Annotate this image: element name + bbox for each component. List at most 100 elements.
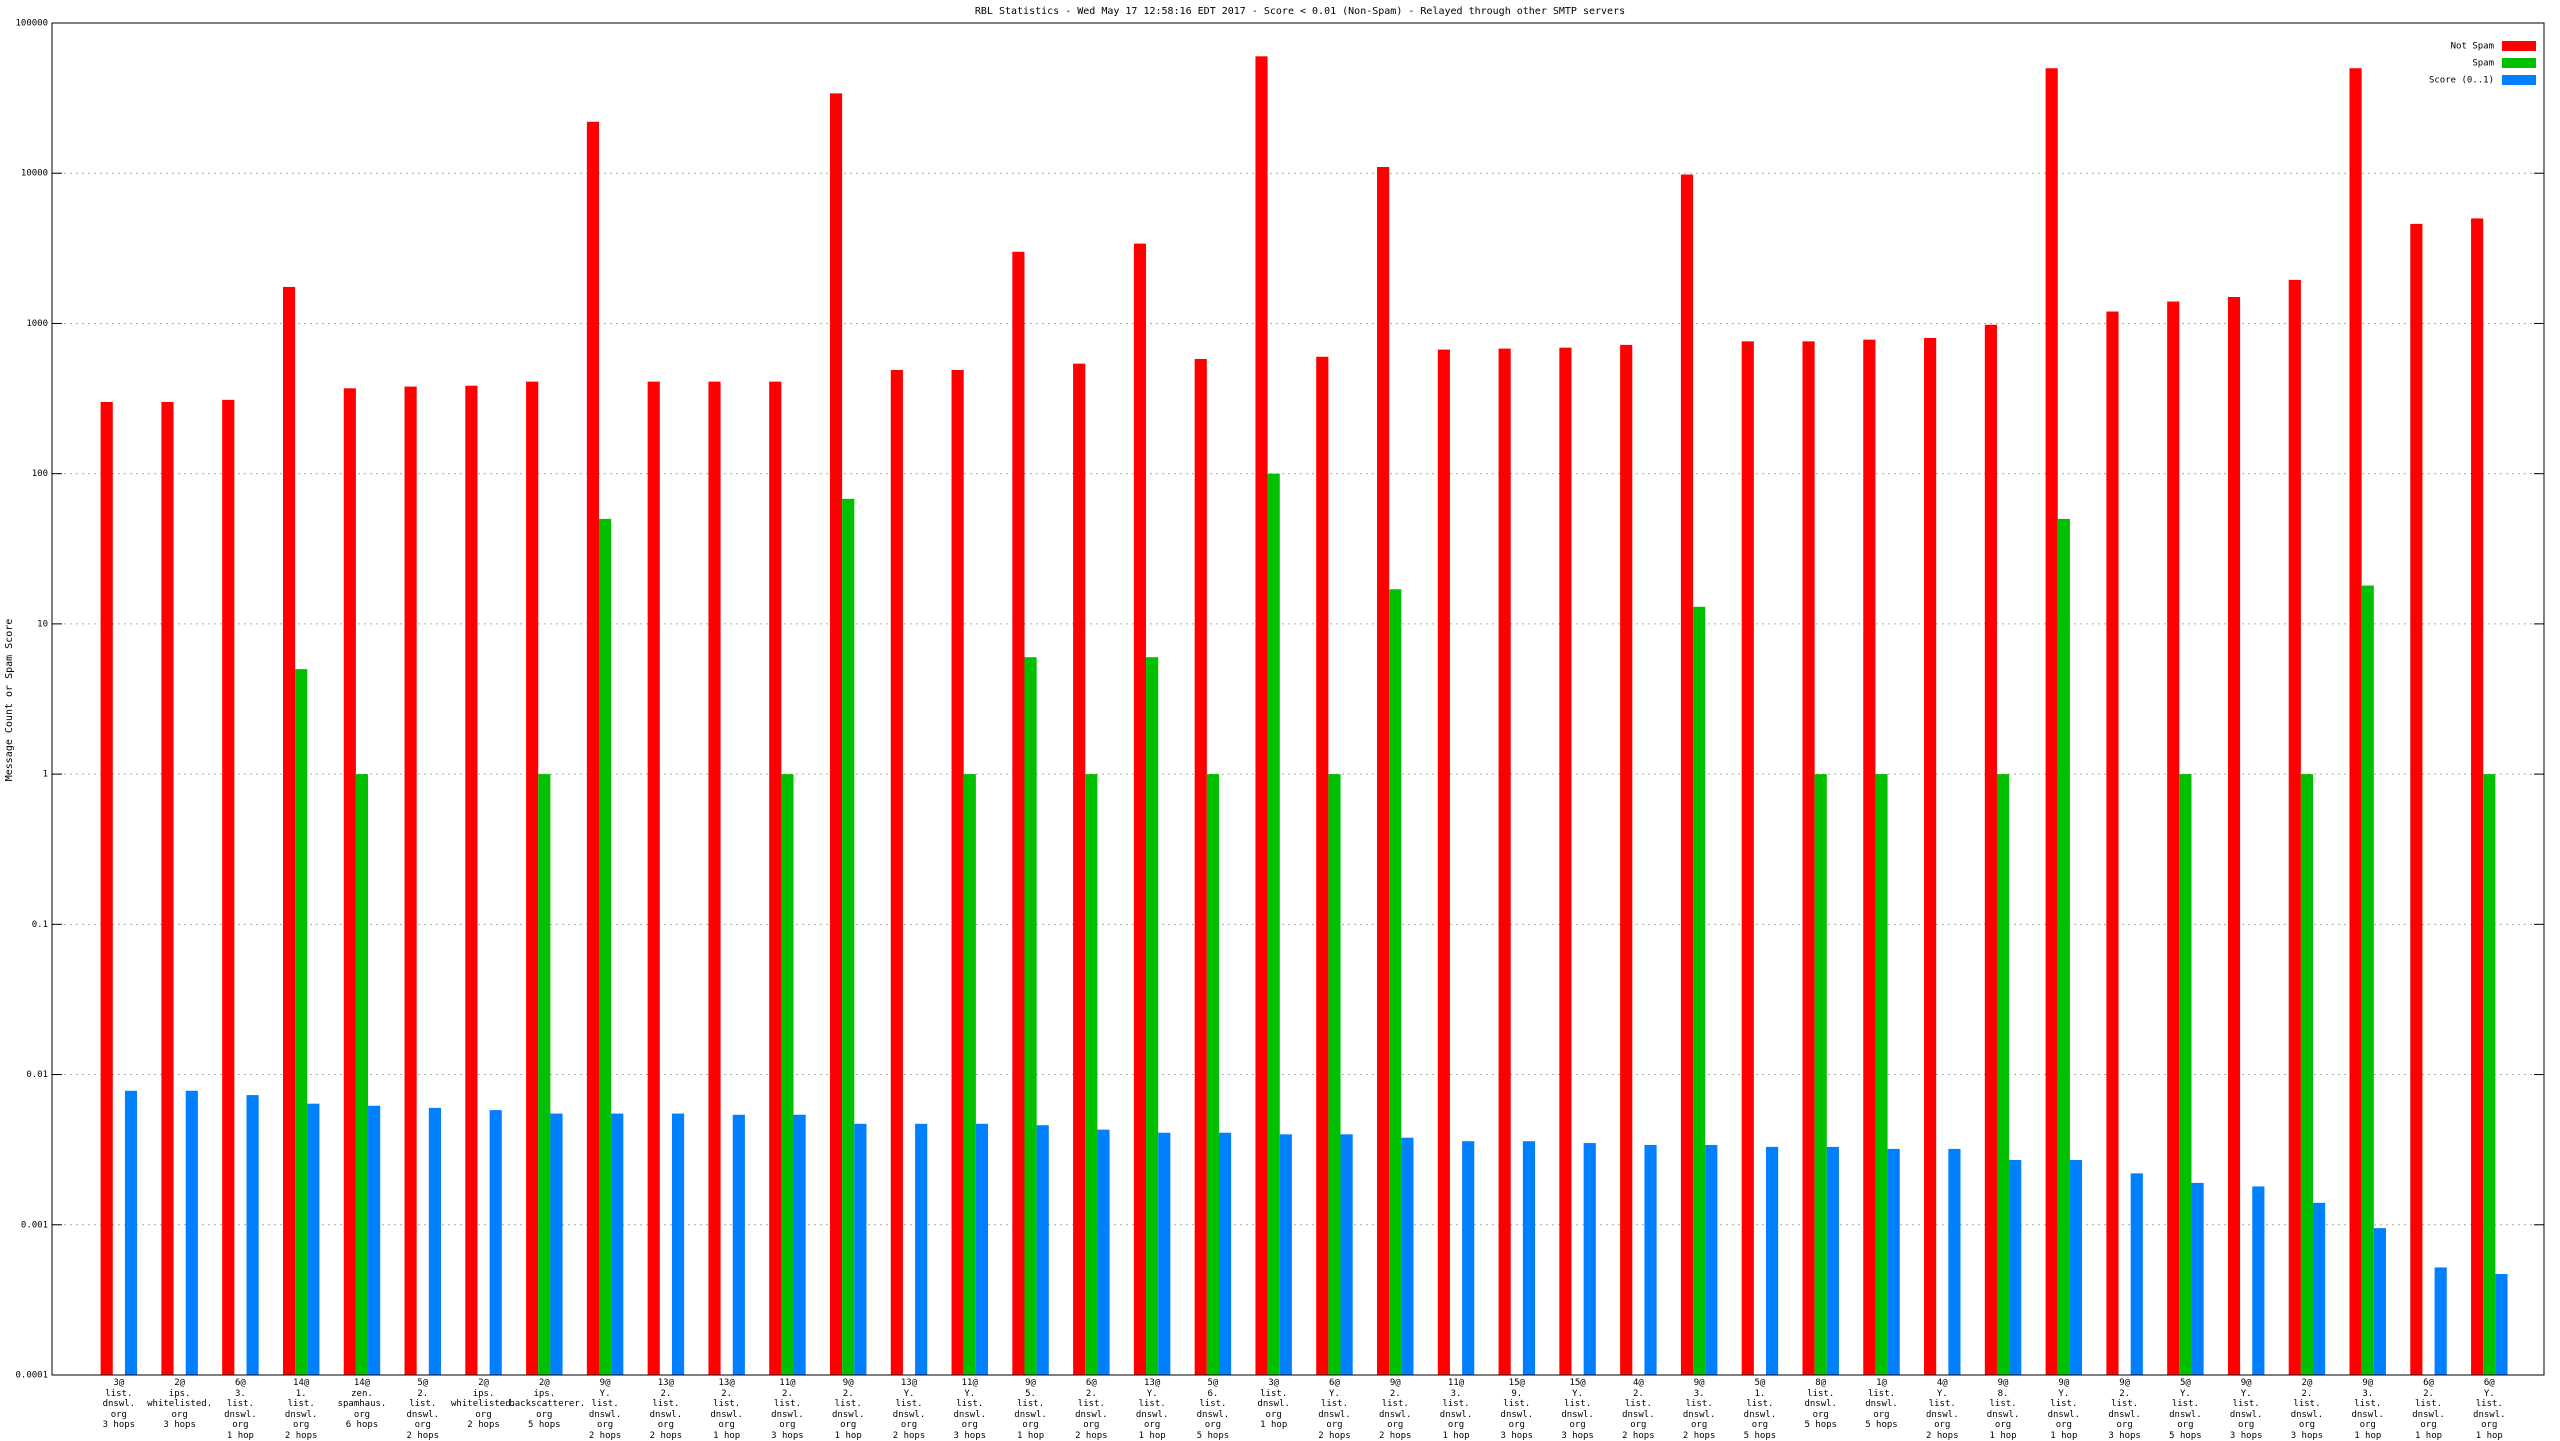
bar [1085,774,1098,1375]
y-tick-label: 100000 [15,19,48,29]
bar [975,1123,989,1375]
x-tick-label: 5@ 6. list. dnswl. org 5 hops [1196,1378,1230,1441]
bar [2361,585,2374,1375]
bar [1328,774,1341,1375]
legend-swatch [2502,41,2536,51]
bar [1680,174,1694,1375]
bar [1826,1146,1839,1375]
y-tick-label: 1000 [26,319,48,329]
x-tick-label: 4@ 2. list. dnswl. org 2 hops [1622,1378,1655,1441]
bar [1462,1141,1475,1375]
bar [1012,251,1025,1375]
bar [1766,1146,1779,1375]
x-tick-label: 13@ 2. list. dnswl. org 2 hops [649,1378,683,1441]
bar [343,388,356,1375]
bar [2227,296,2241,1375]
bar [100,401,113,1376]
bar [2009,1159,2022,1375]
bar [1377,167,1390,1375]
x-tick-label: 6@ 3. list. dnswl. org 1 hop [224,1378,257,1441]
bar [1279,1134,1292,1375]
bar [2179,774,2192,1375]
bar [586,121,600,1376]
bar [368,1105,381,1375]
y-tick-label: 0.01 [26,1070,48,1080]
x-tick-label: 9@ 2. list. dnswl. org 3 hops [2108,1378,2141,1441]
bar [124,1090,138,1375]
bar [1389,589,1402,1375]
bar [1437,349,1450,1375]
x-tick-label: 9@ Y. list. dnswl. org 1 hop [2047,1378,2081,1441]
bar [1948,1148,1961,1375]
x-tick-label: 11@ 3. list. dnswl. org 1 hop [1439,1378,1473,1441]
x-tick-label: 8@ list. dnswl. org 5 hops [1804,1378,1837,1430]
bar [2300,774,2314,1375]
x-tick-label: 13@ Y. list. dnswl. org 2 hops [892,1378,926,1441]
x-tick-label: 5@ 2. list. dnswl. org 2 hops [406,1378,439,1441]
bar [781,774,794,1375]
bar [1814,774,1827,1375]
bar [295,669,308,1375]
x-tick-label: 13@ Y. list. dnswl. org 1 hop [1135,1378,1169,1441]
x-tick-label: 4@ Y. list. dnswl. org 2 hops [1926,1378,1959,1441]
x-tick-label: 6@ Y. list. dnswl. org 2 hops [1318,1378,1351,1441]
x-tick-label: 6@ 2. list. dnswl. org 2 hops [1075,1378,1108,1441]
legend-label: Score (0..1) [2429,76,2494,86]
bar [2252,1186,2265,1375]
chart-title: RBL Statistics - Wed May 17 12:58:16 EDT… [975,6,1625,17]
bar [647,381,660,1375]
x-tick-label: 9@ 3. list. dnswl. org 2 hops [1682,1378,1716,1441]
bar [611,1113,624,1375]
x-tick-label: 9@ 2. list. dnswl. org 1 hop [831,1378,865,1441]
bar [708,381,721,1375]
bar [355,774,369,1375]
bar [246,1095,259,1375]
x-tick-label: 2@ ips. whitelisted. org 3 hops [147,1378,213,1430]
bar [2130,1173,2143,1375]
x-tick-label: 5@ Y. list. dnswl. org 5 hops [2169,1378,2202,1441]
bar [1158,1132,1171,1375]
bar [1924,338,1937,1376]
bar [538,774,551,1375]
y-tick-label: 0.1 [32,920,48,930]
x-tick-label: 11@ Y. list. dnswl. org 3 hops [953,1378,987,1441]
bar [842,498,855,1376]
bar [2495,1274,2508,1375]
bar [1498,348,1511,1375]
bar [2057,518,2070,1375]
bar [2313,1202,2326,1375]
bar [1559,347,1572,1376]
bar [222,399,235,1375]
legend-label: Spam [2472,59,2494,69]
bar [951,369,964,1375]
legend-label: Not Spam [2451,42,2494,52]
bar [161,401,174,1376]
bar [1802,341,1815,1375]
y-tick-label: 1 [43,770,48,780]
x-tick-label: 3@ list. dnswl. org 3 hops [102,1378,136,1430]
bar [2191,1182,2204,1375]
bar [1073,363,1086,1375]
bar [1340,1134,1353,1375]
x-tick-label: 9@ Y. list. dnswl. org 3 hops [2229,1378,2263,1441]
bar [1218,1132,1232,1375]
bar [1097,1129,1110,1375]
bar [1522,1141,1536,1375]
bar [282,286,296,1376]
bar [963,774,976,1375]
x-tick-label: 14@ 1. list. dnswl. org 2 hops [284,1378,318,1441]
bar [1875,774,1888,1375]
bar [1146,657,1159,1375]
bar [1741,341,1754,1375]
bar [2410,223,2423,1375]
x-tick-label: 14@ zen. spamhaus. org 6 hops [337,1378,387,1430]
y-tick-label: 10000 [21,169,48,179]
bar [2434,1267,2447,1375]
bar [489,1110,502,1375]
bar [2288,279,2301,1376]
x-tick-label: 9@ 2. list. dnswl. org 2 hops [1378,1378,1412,1441]
x-tick-label: 13@ 2. list. dnswl. org 1 hop [710,1378,743,1441]
bar [2349,68,2362,1375]
bar [526,381,539,1375]
